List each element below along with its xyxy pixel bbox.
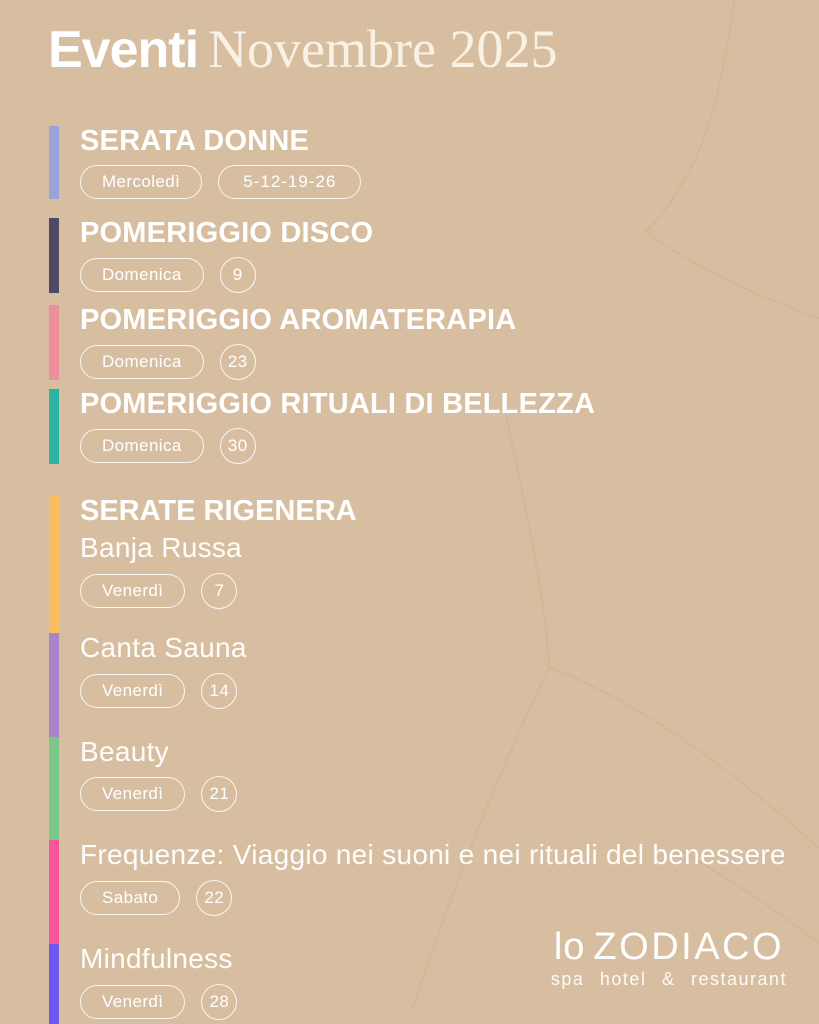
event-name: Canta Sauna <box>80 631 247 663</box>
date-pill: 9 <box>219 257 256 293</box>
event-pills: Domenica 30 <box>80 428 595 464</box>
day-pill: Domenica <box>80 345 204 379</box>
day-pill: Sabato <box>80 881 181 916</box>
event-pills: Sabato 22 <box>80 880 786 917</box>
event-color-bar <box>49 840 59 945</box>
date-pill: 23 <box>219 344 256 380</box>
event-name: Frequenze: Viaggio nei suoni e nei ritua… <box>80 839 786 871</box>
event-color-bar <box>49 305 59 380</box>
event-color-bar <box>49 126 59 199</box>
date-pill: 30 <box>219 428 256 464</box>
event-row-pomeriggio-disco: POMERIGGIO DISCO Domenica 9 <box>49 218 373 293</box>
event-title: POMERIGGIO AROMATERAPIA <box>80 304 517 336</box>
logo-prefix: lo <box>553 926 586 968</box>
event-color-bar <box>49 218 59 293</box>
event-color-bar <box>49 944 59 1024</box>
event-pills: Mercoledì 5-12-19-26 <box>80 165 362 199</box>
event-name: Mindfulness <box>80 943 233 975</box>
event-title: SERATA DONNE <box>80 125 310 157</box>
date-pill: 5-12-19-26 <box>218 165 362 199</box>
date-pill: 7 <box>201 572 238 609</box>
logo-tagline: spa hotel & restaurant <box>550 969 787 989</box>
page-title-month: Novembre 2025 <box>208 19 558 79</box>
day-pill: Venerdì <box>80 777 186 812</box>
rigenera-row-mindfulness: Mindfulness Venerdì 28 <box>49 943 819 1024</box>
event-color-bar <box>49 495 59 633</box>
event-pills: Venerdì 14 <box>80 672 247 709</box>
logo-name: ZODIACO <box>593 926 785 968</box>
rigenera-row-banja-russa: SERATE RIGENERA Banja Russa Venerdì 7 <box>49 495 819 633</box>
event-title: POMERIGGIO RITUALI DI BELLEZZA <box>80 388 596 420</box>
day-pill: Mercoledì <box>80 165 203 199</box>
event-pills: Domenica 23 <box>80 344 516 380</box>
event-pills: Venerdì 21 <box>80 776 238 813</box>
event-title: POMERIGGIO DISCO <box>80 217 374 249</box>
lo-zodiaco-logo: lo ZODIACO spa hotel & restaurant <box>551 928 787 990</box>
event-pills: Venerdì 28 <box>80 983 238 1020</box>
event-row-pomeriggio-aromaterapia: POMERIGGIO AROMATERAPIA Domenica 23 <box>49 305 516 380</box>
event-pills: Domenica 9 <box>80 257 373 293</box>
event-color-bar <box>49 632 59 737</box>
serate-rigenera-section: SERATE RIGENERA Banja Russa Venerdì 7 Ca… <box>49 495 819 1024</box>
event-name: Banja Russa <box>80 532 243 563</box>
rigenera-row-canta-sauna: Canta Sauna Venerdì 14 <box>49 631 819 737</box>
rigenera-row-frequenze: Frequenze: Viaggio nei suoni e nei ritua… <box>49 839 819 945</box>
day-pill: Domenica <box>80 429 204 463</box>
rigenera-row-beauty: Beauty Venerdì 21 <box>49 735 819 841</box>
date-pill: 21 <box>201 776 238 813</box>
event-color-bar <box>49 389 59 464</box>
event-pills: Venerdì 7 <box>80 572 357 609</box>
day-pill: Domenica <box>80 258 204 292</box>
date-pill: 14 <box>201 672 238 709</box>
event-name: Beauty <box>80 735 169 767</box>
section-title: SERATE RIGENERA <box>80 495 357 527</box>
page-title-bold: Eventi <box>48 21 199 79</box>
day-pill: Venerdì <box>80 673 186 708</box>
event-row-pomeriggio-rituali-di-bellezza: POMERIGGIO RITUALI DI BELLEZZA Domenica … <box>49 389 595 464</box>
date-pill: 28 <box>201 983 238 1020</box>
day-pill: Venerdì <box>80 984 186 1019</box>
page-title: Eventi Novembre 2025 <box>48 18 557 80</box>
event-color-bar <box>49 736 59 841</box>
date-pill: 22 <box>196 880 233 917</box>
day-pill: Venerdì <box>80 573 186 608</box>
event-row-serata-donne: SERATA DONNE Mercoledì 5-12-19-26 <box>49 125 362 199</box>
